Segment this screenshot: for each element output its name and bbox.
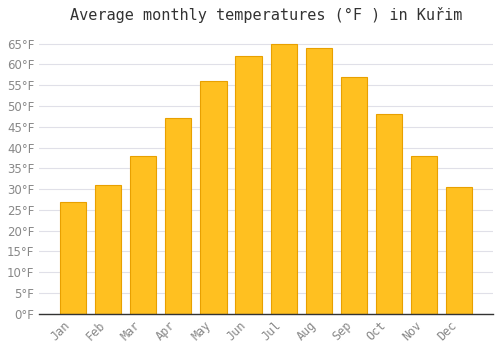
Bar: [340, 77, 367, 314]
Bar: [60, 202, 86, 314]
Bar: [95, 185, 122, 314]
Bar: [165, 118, 192, 314]
Bar: [411, 156, 438, 314]
Bar: [376, 114, 402, 314]
Bar: [130, 156, 156, 314]
Bar: [446, 187, 472, 314]
Bar: [236, 56, 262, 314]
Bar: [306, 48, 332, 314]
Title: Average monthly temperatures (°F ) in Kuřim: Average monthly temperatures (°F ) in Ku…: [70, 7, 462, 23]
Bar: [270, 43, 297, 314]
Bar: [200, 81, 226, 314]
